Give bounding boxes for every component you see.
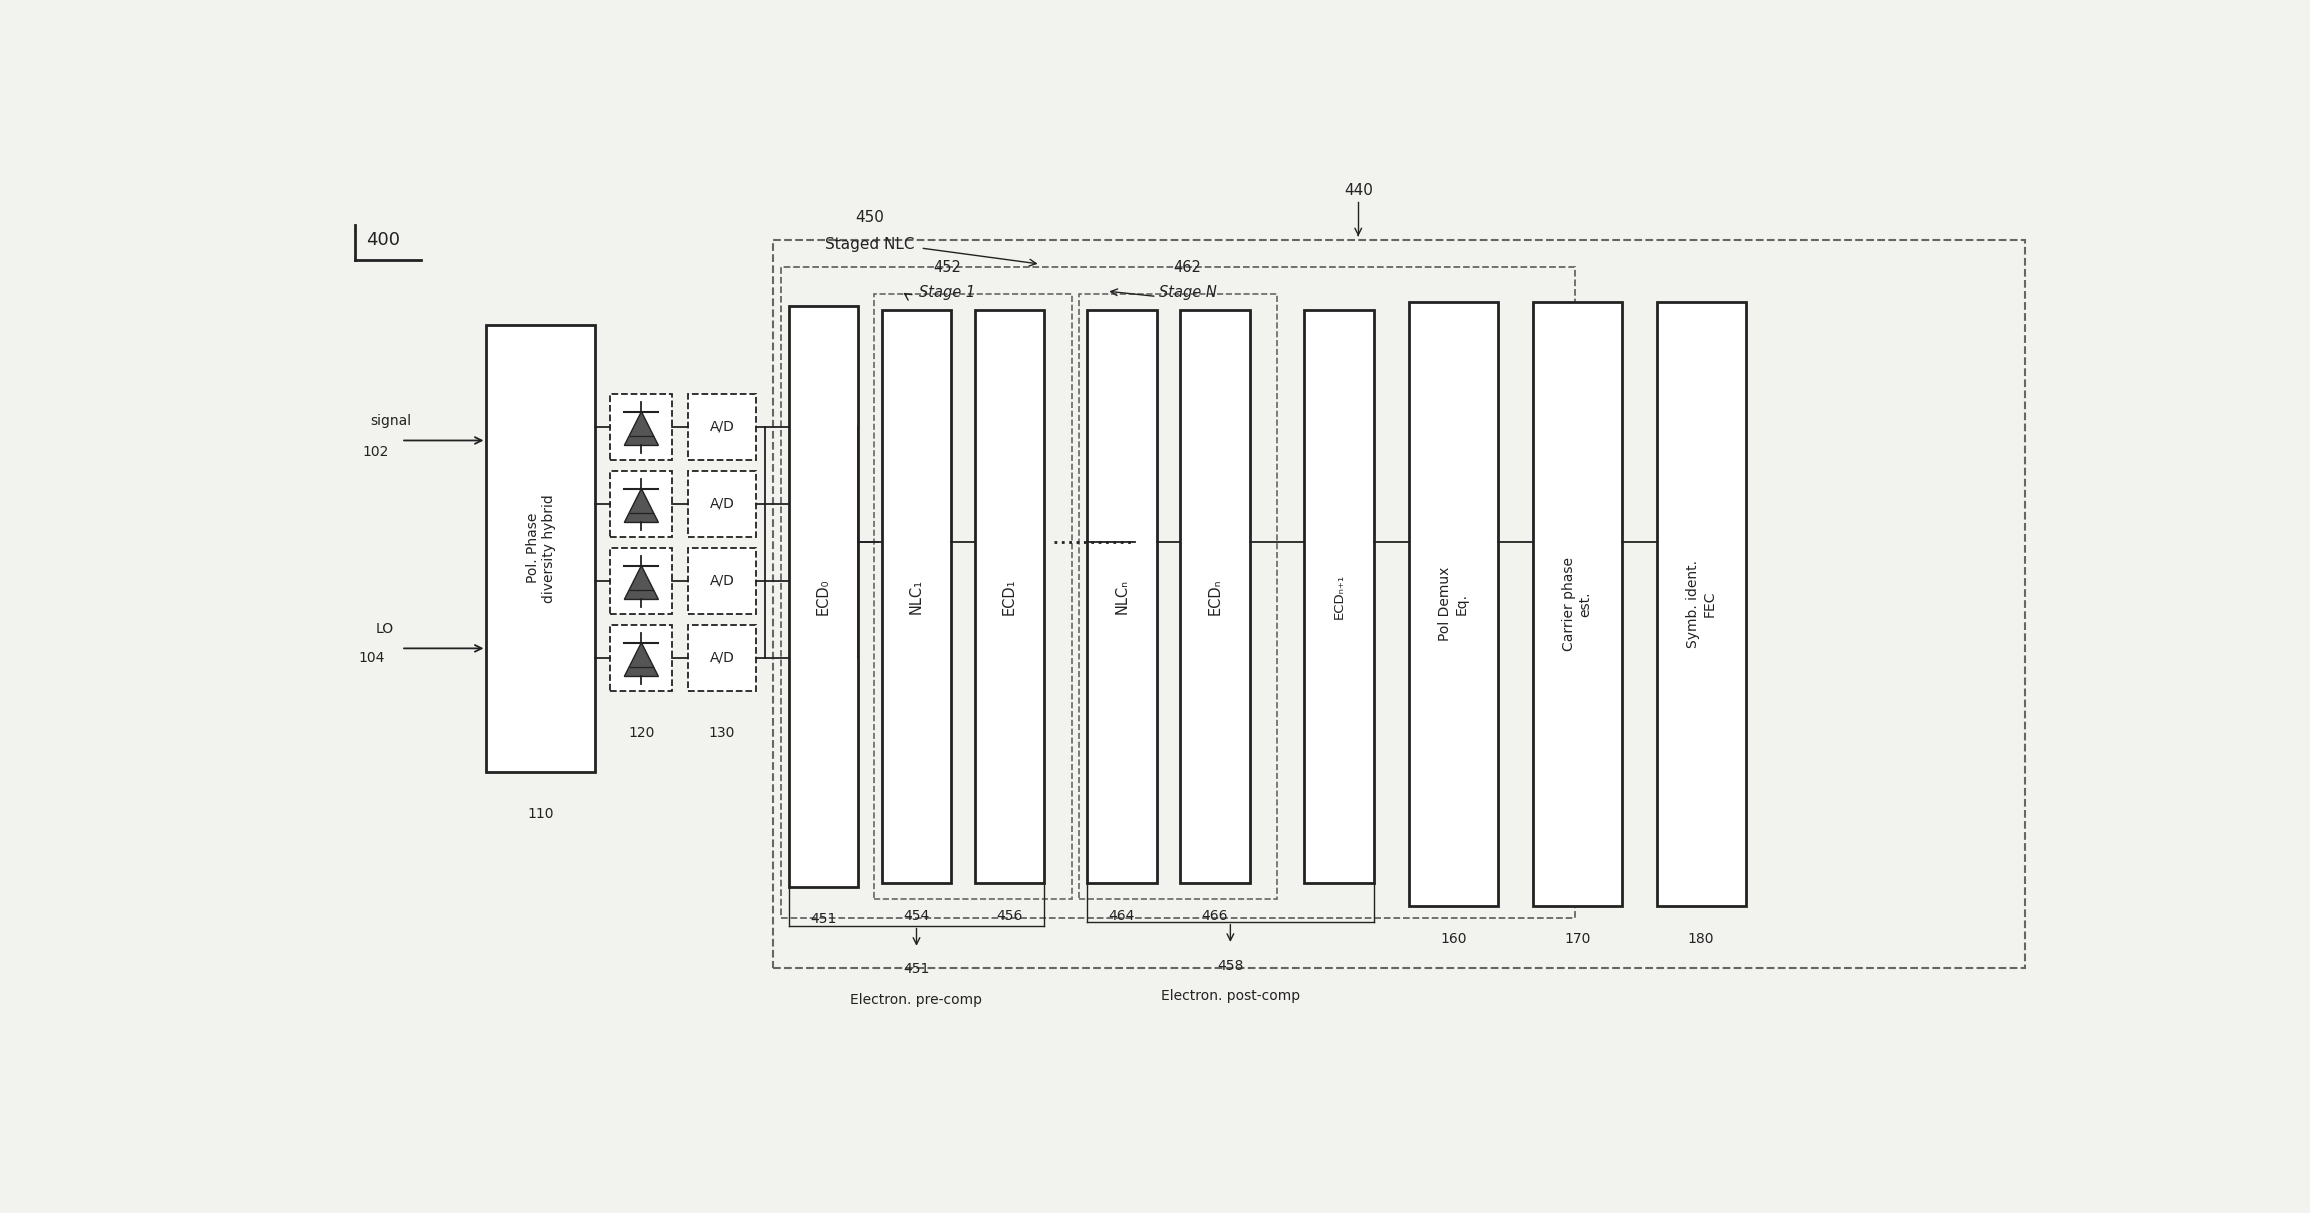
Text: Symb. ident.
FEC: Symb. ident. FEC xyxy=(1686,560,1716,648)
Text: 458: 458 xyxy=(1217,958,1243,973)
Bar xyxy=(774,240,2026,968)
Text: Stage N: Stage N xyxy=(1160,285,1217,300)
Text: ECDₙ₊₁: ECDₙ₊₁ xyxy=(1333,574,1344,619)
Text: A/D: A/D xyxy=(709,651,735,665)
Text: 464: 464 xyxy=(1109,909,1134,923)
Text: Staged NLC: Staged NLC xyxy=(825,237,915,251)
Text: Pol. Phase
diversity hybrid: Pol. Phase diversity hybrid xyxy=(524,494,557,603)
Bar xyxy=(882,309,952,883)
Text: ECD₀: ECD₀ xyxy=(815,579,832,615)
Polygon shape xyxy=(624,565,658,599)
Text: 400: 400 xyxy=(367,232,400,249)
Bar xyxy=(688,548,755,614)
Text: 102: 102 xyxy=(363,445,388,459)
Bar xyxy=(1409,302,1497,906)
Text: 160: 160 xyxy=(1439,932,1467,946)
Text: signal: signal xyxy=(370,414,411,428)
Text: 462: 462 xyxy=(1173,260,1201,274)
Bar xyxy=(1079,295,1277,899)
Text: Electron. pre-comp: Electron. pre-comp xyxy=(850,993,982,1007)
Text: A/D: A/D xyxy=(709,574,735,588)
Bar xyxy=(1656,302,1746,906)
Bar xyxy=(688,472,755,536)
Text: NLC₁: NLC₁ xyxy=(910,579,924,614)
Text: ECDₙ: ECDₙ xyxy=(1208,579,1222,615)
Bar xyxy=(688,625,755,690)
Bar xyxy=(610,548,672,614)
Polygon shape xyxy=(624,643,658,677)
Text: 180: 180 xyxy=(1689,932,1714,946)
Bar xyxy=(873,295,1072,899)
Text: Electron. post-comp: Electron. post-comp xyxy=(1162,990,1301,1003)
Bar xyxy=(610,625,672,690)
Polygon shape xyxy=(624,489,658,523)
Text: NLCₙ: NLCₙ xyxy=(1113,579,1130,614)
Bar xyxy=(1088,309,1157,883)
Bar xyxy=(788,306,859,887)
Text: A/D: A/D xyxy=(709,420,735,434)
Text: 466: 466 xyxy=(1201,909,1229,923)
Text: 454: 454 xyxy=(903,909,929,923)
Bar xyxy=(487,325,596,771)
Bar xyxy=(688,394,755,460)
Bar xyxy=(1532,302,1622,906)
Text: 170: 170 xyxy=(1564,932,1589,946)
Text: 120: 120 xyxy=(628,727,654,740)
Text: 450: 450 xyxy=(855,210,885,224)
Polygon shape xyxy=(624,411,658,445)
Text: Pol Demux
Eq.: Pol Demux Eq. xyxy=(1439,566,1469,642)
Text: Carrier phase
est.: Carrier phase est. xyxy=(1562,557,1592,651)
Bar xyxy=(1305,309,1374,883)
Text: 440: 440 xyxy=(1344,183,1372,198)
Bar xyxy=(781,267,1575,918)
Text: LO: LO xyxy=(377,622,393,636)
Text: 130: 130 xyxy=(709,727,735,740)
Text: A/D: A/D xyxy=(709,497,735,511)
Bar xyxy=(610,472,672,536)
Text: 110: 110 xyxy=(527,807,554,821)
Bar xyxy=(1180,309,1250,883)
Bar xyxy=(610,394,672,460)
Text: 451: 451 xyxy=(811,912,836,927)
Text: Stage 1: Stage 1 xyxy=(919,285,975,300)
Text: 456: 456 xyxy=(996,909,1023,923)
Text: 452: 452 xyxy=(933,260,961,274)
Text: ECD₁: ECD₁ xyxy=(1003,579,1016,615)
Bar xyxy=(975,309,1044,883)
Text: 451: 451 xyxy=(903,962,929,976)
Text: 104: 104 xyxy=(358,650,386,665)
